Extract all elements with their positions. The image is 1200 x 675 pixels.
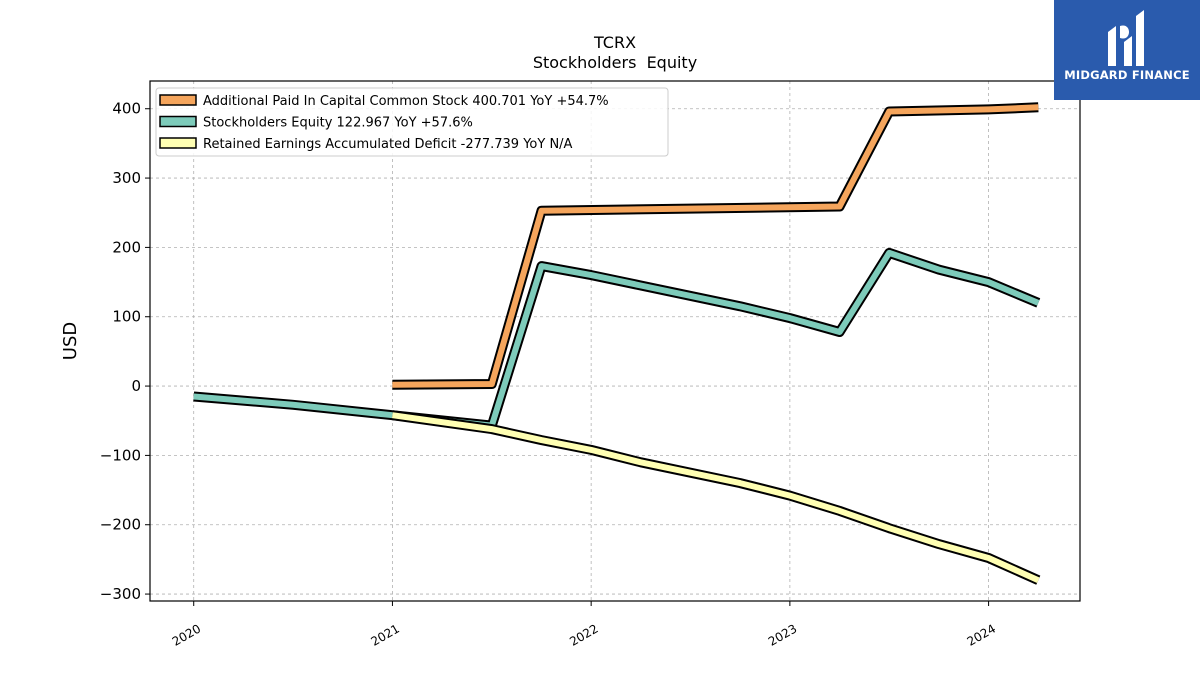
y-tick-label: 300 xyxy=(112,169,141,187)
series-stroke xyxy=(193,249,1040,429)
y-tick-label: −300 xyxy=(100,585,141,603)
x-tick-label: 2023 xyxy=(766,621,799,648)
y-tick-label: 0 xyxy=(131,377,141,395)
y-tick-label: 400 xyxy=(112,100,141,118)
grid-lines xyxy=(150,81,1080,601)
series-lines xyxy=(193,102,1041,585)
logo-text: MIDGARD FINANCE xyxy=(1064,68,1190,82)
legend-swatch-1 xyxy=(159,115,197,128)
legend-label-1: Stockholders Equity 122.967 YoY +57.6% xyxy=(203,116,473,131)
y-tick-label: −200 xyxy=(100,516,141,534)
legend-label-2: Retained Earnings Accumulated Deficit -2… xyxy=(203,137,573,152)
legend-label-0: Additional Paid In Capital Common Stock … xyxy=(203,94,609,109)
x-tick-label: 2021 xyxy=(368,621,401,648)
legend-swatch-0 xyxy=(159,94,197,106)
legend: Additional Paid In Capital Common Stock … xyxy=(155,87,669,157)
y-tick-label: −100 xyxy=(100,446,141,464)
midgard-logo-icon xyxy=(1108,10,1144,66)
series-outline xyxy=(391,410,1041,585)
chart-title: TCRX xyxy=(593,33,636,52)
series-line-2 xyxy=(391,410,1041,585)
series-stroke xyxy=(391,412,1040,583)
series-line-0 xyxy=(392,102,1039,390)
midgard-finance-logo: MIDGARD FINANCE xyxy=(1054,0,1200,100)
x-tick-label: 2020 xyxy=(170,621,203,648)
legend-box xyxy=(155,87,669,157)
plot-frame xyxy=(149,80,1081,602)
axis-ticks: 2020 2021 2022 2023 2024 −300 −200 −100 0 100 200 3… xyxy=(100,100,998,649)
y-tick-label: 100 xyxy=(112,308,141,326)
series-stroke xyxy=(392,104,1039,388)
chart-subtitle: Stockholders Equity xyxy=(533,53,697,72)
y-tick-label: 200 xyxy=(112,238,141,256)
series-line-1 xyxy=(193,247,1041,431)
y-axis-label: USD xyxy=(60,322,81,360)
legend-swatch-2 xyxy=(159,137,197,149)
x-tick-label: 2022 xyxy=(567,621,600,648)
x-tick-label: 2024 xyxy=(965,621,998,648)
